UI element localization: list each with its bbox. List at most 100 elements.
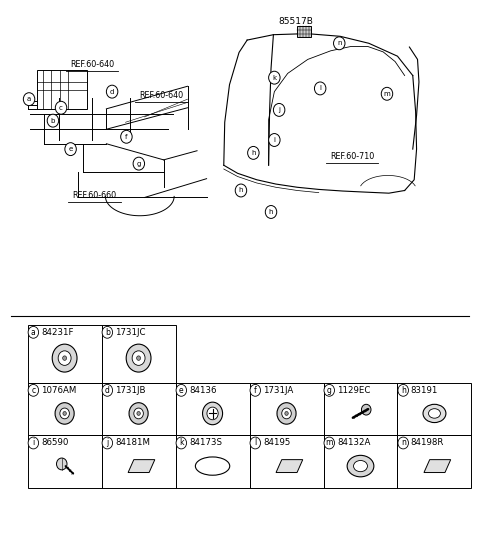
- Bar: [397, 383, 471, 435]
- Bar: [324, 383, 397, 435]
- Text: j: j: [278, 107, 280, 113]
- Text: 84198R: 84198R: [411, 438, 444, 448]
- Text: a: a: [27, 96, 31, 102]
- Circle shape: [282, 408, 291, 419]
- Text: 84132A: 84132A: [337, 438, 370, 448]
- Circle shape: [381, 87, 393, 100]
- Circle shape: [398, 384, 408, 396]
- FancyBboxPatch shape: [297, 25, 311, 37]
- Text: 84231F: 84231F: [41, 328, 73, 337]
- Ellipse shape: [423, 404, 446, 423]
- Circle shape: [137, 411, 140, 415]
- Circle shape: [55, 403, 74, 424]
- Circle shape: [277, 403, 296, 424]
- Text: c: c: [59, 105, 63, 111]
- Circle shape: [28, 437, 38, 449]
- Text: n: n: [401, 438, 406, 448]
- Circle shape: [102, 384, 113, 396]
- Text: m: m: [325, 438, 333, 448]
- Circle shape: [324, 437, 335, 449]
- Text: 83191: 83191: [411, 386, 438, 395]
- Text: f: f: [254, 386, 257, 395]
- Text: 86590: 86590: [41, 438, 68, 448]
- Text: e: e: [69, 146, 72, 152]
- Circle shape: [398, 437, 408, 449]
- Bar: [28, 435, 102, 488]
- Polygon shape: [424, 460, 451, 472]
- Circle shape: [361, 404, 371, 415]
- Circle shape: [269, 133, 280, 146]
- Circle shape: [24, 93, 35, 106]
- Circle shape: [47, 114, 59, 127]
- Text: h: h: [401, 386, 406, 395]
- Circle shape: [107, 85, 118, 98]
- Circle shape: [265, 206, 277, 218]
- Text: 1731JB: 1731JB: [115, 386, 145, 395]
- Circle shape: [324, 384, 335, 396]
- Bar: [250, 383, 324, 435]
- Text: REF.60-660: REF.60-660: [72, 191, 117, 200]
- Text: 85517B: 85517B: [279, 17, 314, 26]
- Circle shape: [269, 71, 280, 84]
- Text: l: l: [319, 85, 321, 91]
- Circle shape: [65, 143, 76, 156]
- Circle shape: [274, 104, 285, 116]
- Text: f: f: [125, 134, 128, 140]
- Text: REF.60-640: REF.60-640: [70, 60, 114, 69]
- Text: h: h: [239, 187, 243, 193]
- Circle shape: [314, 82, 326, 95]
- Circle shape: [120, 130, 132, 143]
- Ellipse shape: [429, 409, 441, 418]
- Text: 84136: 84136: [189, 386, 216, 395]
- Text: REF.60-640: REF.60-640: [139, 91, 183, 100]
- Text: b: b: [51, 118, 55, 124]
- Bar: [102, 435, 176, 488]
- Circle shape: [57, 458, 67, 470]
- Circle shape: [248, 146, 259, 159]
- Text: l: l: [254, 438, 256, 448]
- Circle shape: [203, 402, 223, 425]
- Text: b: b: [105, 328, 110, 337]
- Circle shape: [207, 407, 218, 420]
- Ellipse shape: [347, 455, 374, 477]
- Polygon shape: [276, 460, 303, 472]
- Circle shape: [63, 411, 66, 415]
- Circle shape: [334, 37, 345, 50]
- Circle shape: [129, 403, 148, 424]
- Text: i: i: [32, 438, 35, 448]
- Circle shape: [28, 326, 38, 338]
- Text: g: g: [137, 160, 141, 167]
- Text: h: h: [251, 150, 256, 156]
- Text: c: c: [31, 386, 36, 395]
- Circle shape: [55, 102, 67, 114]
- Circle shape: [28, 384, 38, 396]
- Text: 1731JA: 1731JA: [263, 386, 293, 395]
- Text: 84195: 84195: [263, 438, 290, 448]
- Text: 84181M: 84181M: [115, 438, 150, 448]
- Circle shape: [60, 408, 70, 419]
- Text: 84173S: 84173S: [189, 438, 222, 448]
- Text: d: d: [110, 89, 114, 94]
- Text: g: g: [327, 386, 332, 395]
- Circle shape: [133, 157, 144, 170]
- Circle shape: [126, 344, 151, 372]
- Text: d: d: [105, 386, 110, 395]
- Polygon shape: [128, 460, 155, 472]
- Circle shape: [52, 344, 77, 372]
- Text: j: j: [106, 438, 108, 448]
- Bar: [324, 435, 397, 488]
- Bar: [102, 325, 176, 383]
- Circle shape: [176, 384, 187, 396]
- Circle shape: [102, 326, 113, 338]
- Bar: [176, 435, 250, 488]
- Text: 1129EC: 1129EC: [337, 386, 370, 395]
- Text: k: k: [272, 75, 276, 80]
- Bar: [250, 435, 324, 488]
- Text: n: n: [337, 40, 341, 46]
- Circle shape: [132, 351, 145, 366]
- Ellipse shape: [354, 461, 368, 471]
- Circle shape: [134, 408, 144, 419]
- Text: h: h: [269, 209, 273, 215]
- Circle shape: [137, 356, 141, 360]
- Circle shape: [250, 437, 261, 449]
